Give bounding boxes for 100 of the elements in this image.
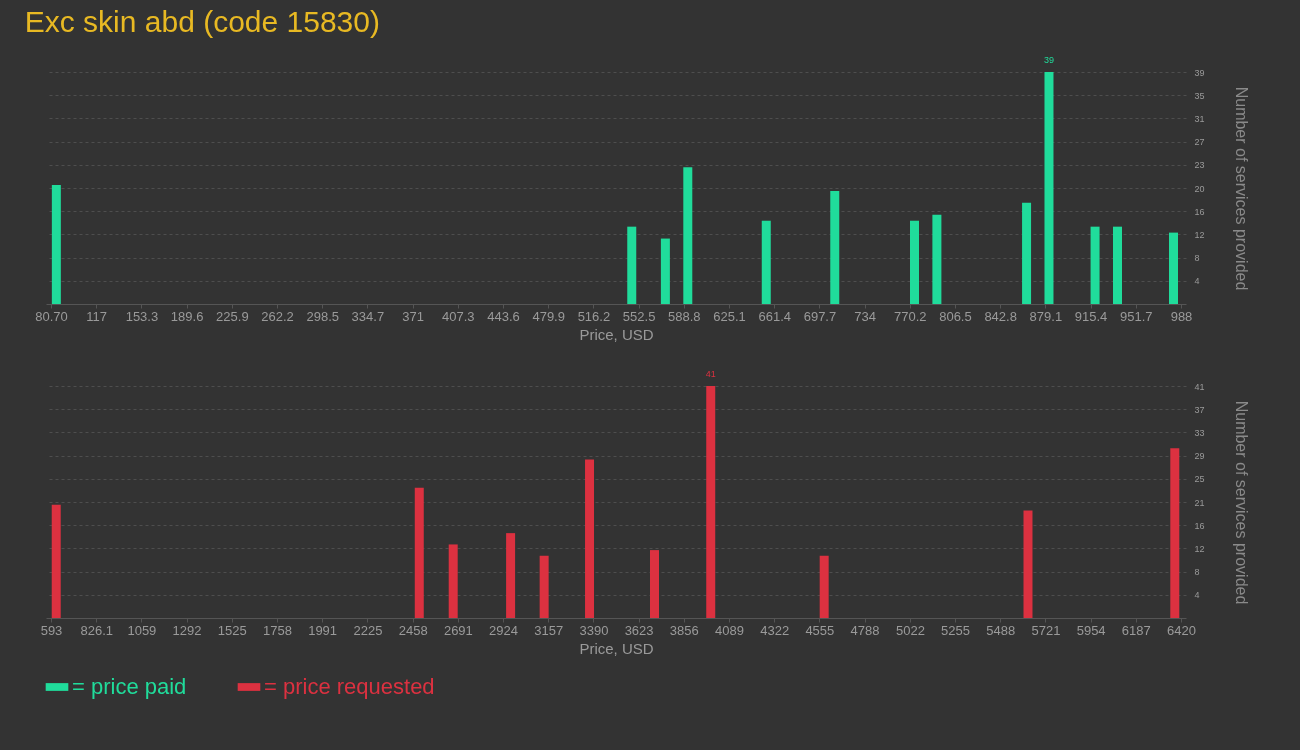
y-tick-label: 12: [1194, 229, 1205, 240]
data-label: 39: [1043, 55, 1054, 65]
x-tick-label: 842.8: [984, 308, 1017, 324]
bar: [51, 185, 61, 304]
x-tick-label: 734: [854, 308, 877, 324]
y-axis-title: Number of services provided: [1232, 86, 1250, 291]
x-tick-label: 153.3: [125, 308, 159, 324]
bar: [414, 487, 424, 618]
bar: [683, 167, 693, 304]
x-tick-label: 1991: [308, 622, 338, 638]
bar: [506, 533, 516, 618]
bar: [1023, 510, 1033, 618]
x-tick-label: 371: [402, 308, 424, 324]
x-axis-title: Price, USD: [579, 639, 654, 657]
y-tick-label: 21: [1194, 497, 1205, 508]
x-tick-label: 661.4: [758, 308, 792, 324]
bar: [585, 459, 595, 618]
y-tick-label: 4: [1194, 276, 1200, 287]
x-tick-label: 588.8: [668, 308, 701, 324]
bar: [1169, 232, 1179, 304]
y-tick-label: 29: [1194, 451, 1205, 462]
x-tick-label: 697.7: [803, 308, 837, 324]
x-tick-label: 5488: [986, 622, 1016, 638]
x-tick-label: 2691: [443, 622, 473, 638]
x-tick-label: 915.4: [1074, 308, 1108, 324]
x-tick-label: 516.2: [577, 308, 611, 324]
x-tick-label: 4788: [850, 622, 880, 638]
x-tick-label: 1525: [217, 622, 247, 638]
bar: [448, 544, 458, 618]
y-tick-label: 16: [1194, 520, 1205, 531]
x-tick-label: 806.5: [939, 308, 972, 324]
bar: [51, 504, 61, 618]
x-tick-label: 189.6: [170, 308, 204, 324]
x-tick-label: 6420: [1167, 622, 1196, 638]
y-tick-label: 12: [1194, 543, 1205, 554]
x-tick-label: 2458: [398, 622, 428, 638]
x-tick-label: 1059: [127, 622, 157, 638]
legend-label: = price requested: [264, 674, 435, 699]
x-tick-label: 2225: [353, 622, 383, 638]
bar: [819, 555, 829, 618]
x-tick-label: 3157: [534, 622, 564, 638]
y-tick-label: 20: [1194, 183, 1205, 194]
y-tick-label: 25: [1194, 474, 1205, 485]
x-tick-label: 770.2: [893, 308, 927, 324]
bar: [1090, 226, 1100, 304]
x-tick-label: 443.6: [487, 308, 520, 324]
y-tick-label: 23: [1194, 160, 1205, 171]
legend-label: = price paid: [72, 674, 187, 699]
bar: [830, 190, 840, 304]
x-tick-label: 5721: [1031, 622, 1061, 638]
bar: [627, 226, 637, 304]
chart-title: Exc skin abd (code 15830): [24, 5, 380, 38]
bar: [761, 220, 771, 304]
x-tick-label: 3623: [624, 622, 654, 638]
x-tick-label: 552.5: [622, 308, 656, 324]
y-tick-label: 8: [1194, 567, 1200, 578]
y-tick-label: 33: [1194, 427, 1205, 438]
bar: [1022, 202, 1032, 304]
y-tick-label: 4: [1194, 590, 1200, 601]
x-tick-label: 262.2: [261, 308, 294, 324]
x-tick-label: 5022: [895, 622, 925, 638]
y-tick-label: 27: [1194, 137, 1205, 148]
data-label: 41: [705, 369, 716, 379]
x-tick-label: 80.70: [35, 308, 68, 324]
bar: [932, 214, 942, 304]
x-tick-label: 879.1: [1029, 308, 1063, 324]
y-tick-label: 8: [1194, 253, 1200, 264]
x-tick-label: 951.7: [1120, 308, 1153, 324]
x-tick-label: 4322: [760, 622, 790, 638]
x-tick-label: 479.9: [532, 308, 565, 324]
x-tick-label: 334.7: [351, 308, 385, 324]
x-tick-label: 3856: [669, 622, 699, 638]
bar: [649, 550, 659, 618]
x-tick-label: 625.1: [713, 308, 746, 324]
x-tick-label: 4089: [715, 622, 744, 638]
x-tick-label: 988: [1170, 308, 1193, 324]
x-tick-label: 1292: [172, 622, 202, 638]
x-tick-label: 3390: [579, 622, 609, 638]
y-axis-title: Number of services provided: [1232, 400, 1250, 605]
x-tick-label: 5255: [941, 622, 971, 638]
x-tick-label: 117: [86, 308, 108, 324]
bar: [1112, 226, 1122, 304]
y-tick-label: 31: [1194, 113, 1205, 124]
bar: [909, 220, 919, 304]
x-tick-label: 4555: [805, 622, 835, 638]
bar: [660, 238, 670, 304]
x-tick-label: 298.5: [306, 308, 340, 324]
x-tick-label: 6187: [1121, 622, 1151, 638]
x-tick-label: 593: [40, 622, 63, 638]
x-tick-label: 1758: [262, 622, 292, 638]
y-tick-label: 35: [1194, 90, 1205, 101]
x-tick-label: 826.1: [80, 622, 113, 638]
x-tick-label: 5954: [1076, 622, 1106, 638]
bar: [1044, 72, 1054, 304]
x-tick-label: 225.9: [216, 308, 249, 324]
x-tick-label: 2924: [489, 622, 518, 638]
y-tick-label: 39: [1194, 67, 1205, 78]
y-tick-label: 37: [1194, 404, 1205, 415]
x-tick-label: 407.3: [441, 308, 475, 324]
bar: [1170, 448, 1180, 618]
